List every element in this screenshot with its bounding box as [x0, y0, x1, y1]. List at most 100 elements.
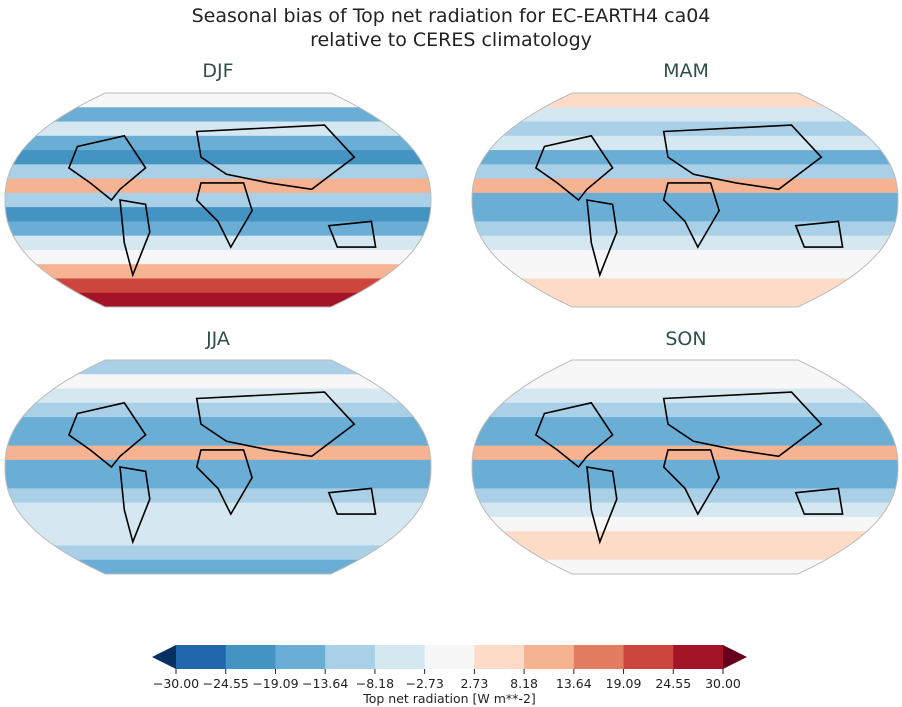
coastline: [195, 391, 356, 458]
bias-band: [5, 278, 431, 294]
coastline: [662, 124, 823, 191]
colorbar-extend-low: [152, 645, 176, 669]
bias-band: [472, 93, 898, 109]
colorbar-tick-label: 2.73: [460, 676, 488, 691]
figure-title: Seasonal bias of Top net radiation for E…: [191, 5, 711, 27]
colorbar-segment: [374, 645, 426, 669]
bias-band: [472, 459, 898, 476]
map-border: [471, 92, 899, 308]
panel-title-jja: JJA: [206, 328, 230, 350]
colorbar-tick-label: −30.00: [153, 676, 199, 691]
bias-band: [472, 192, 898, 209]
bias-band: [472, 150, 898, 166]
colorbar-tick-label: 13.64: [556, 676, 592, 691]
colorbar-tick-label: −19.09: [252, 676, 298, 691]
bias-band: [472, 488, 898, 504]
bias-band: [5, 374, 431, 390]
bias-band: [5, 207, 431, 223]
map-border: [471, 359, 899, 575]
bias-band: [472, 249, 898, 266]
bias-band: [5, 402, 431, 419]
bias-band: [5, 445, 431, 461]
coastline: [67, 401, 147, 469]
bias-band: [5, 459, 431, 476]
map-border: [4, 359, 432, 575]
map-djf: [5, 93, 431, 307]
bias-band: [472, 388, 898, 404]
coastline: [67, 134, 147, 202]
colorbar-segment: [424, 645, 475, 669]
colorbar-tick-label: −8.18: [356, 676, 394, 691]
bias-band: [5, 164, 431, 180]
bias-band: [472, 531, 898, 547]
coastline: [662, 391, 823, 458]
colorbar-segment: [524, 645, 575, 669]
colorbar-segment: [176, 645, 227, 669]
bias-band: [472, 221, 898, 237]
coastline: [662, 182, 720, 249]
bias-band: [472, 121, 898, 137]
bias-band: [5, 545, 431, 561]
colorbar-tick-label: −13.64: [302, 676, 348, 691]
bias-band: [5, 135, 431, 152]
bias-band: [5, 292, 431, 307]
panel-title-mam: MAM: [663, 60, 709, 82]
colorbar-segment: [623, 645, 674, 669]
bias-band: [472, 278, 898, 294]
map-border: [4, 92, 432, 308]
bias-band: [472, 474, 898, 490]
bias-band: [5, 264, 431, 280]
colorbar-tick-label: 24.55: [655, 676, 691, 691]
bias-band: [472, 107, 898, 123]
panel-title-djf: DJF: [202, 60, 234, 82]
bias-band: [5, 360, 431, 376]
bias-band: [5, 388, 431, 404]
colorbar-segment: [225, 645, 276, 669]
coastline: [119, 199, 151, 278]
bias-band: [472, 545, 898, 561]
bias-band: [472, 264, 898, 280]
coastline: [794, 220, 844, 248]
coastline: [662, 449, 720, 516]
colorbar-segment: [474, 645, 525, 669]
colorbar-tick-label: −24.55: [203, 676, 249, 691]
coastline: [534, 401, 614, 469]
coastline: [586, 466, 618, 545]
coastline: [534, 134, 614, 202]
bias-band: [5, 488, 431, 504]
coastline: [327, 487, 377, 515]
bias-band: [5, 235, 431, 251]
bias-band: [5, 93, 431, 109]
coastline: [327, 220, 377, 248]
bias-band: [5, 121, 431, 137]
coastline: [195, 124, 356, 191]
bias-band: [5, 249, 431, 266]
bias-band: [5, 431, 431, 447]
coastline: [195, 449, 253, 516]
bias-band: [472, 178, 898, 194]
bias-band: [472, 135, 898, 152]
map-son: [472, 360, 898, 574]
bias-band: [5, 417, 431, 433]
bias-band: [5, 221, 431, 237]
colorbar-tick-label: −2.73: [405, 676, 443, 691]
coastline: [195, 182, 253, 249]
bias-band: [472, 431, 898, 447]
bias-band: [5, 474, 431, 490]
bias-band: [472, 235, 898, 251]
bias-band: [472, 445, 898, 461]
figure-subtitle: relative to CERES climatology: [310, 29, 592, 51]
colorbar-segment: [325, 645, 376, 669]
bias-band: [5, 107, 431, 123]
bias-band: [472, 417, 898, 433]
bias-band: [472, 292, 898, 307]
colorbar-label: Top net radiation [W m**-2]: [362, 691, 536, 706]
colorbar-segment: [673, 645, 724, 669]
colorbar-tick-label: 19.09: [606, 676, 642, 691]
colorbar-tick-label: 30.00: [705, 676, 741, 691]
bias-band: [472, 360, 898, 376]
coastline: [119, 466, 151, 545]
bias-band: [5, 559, 431, 574]
bias-band: [5, 192, 431, 209]
